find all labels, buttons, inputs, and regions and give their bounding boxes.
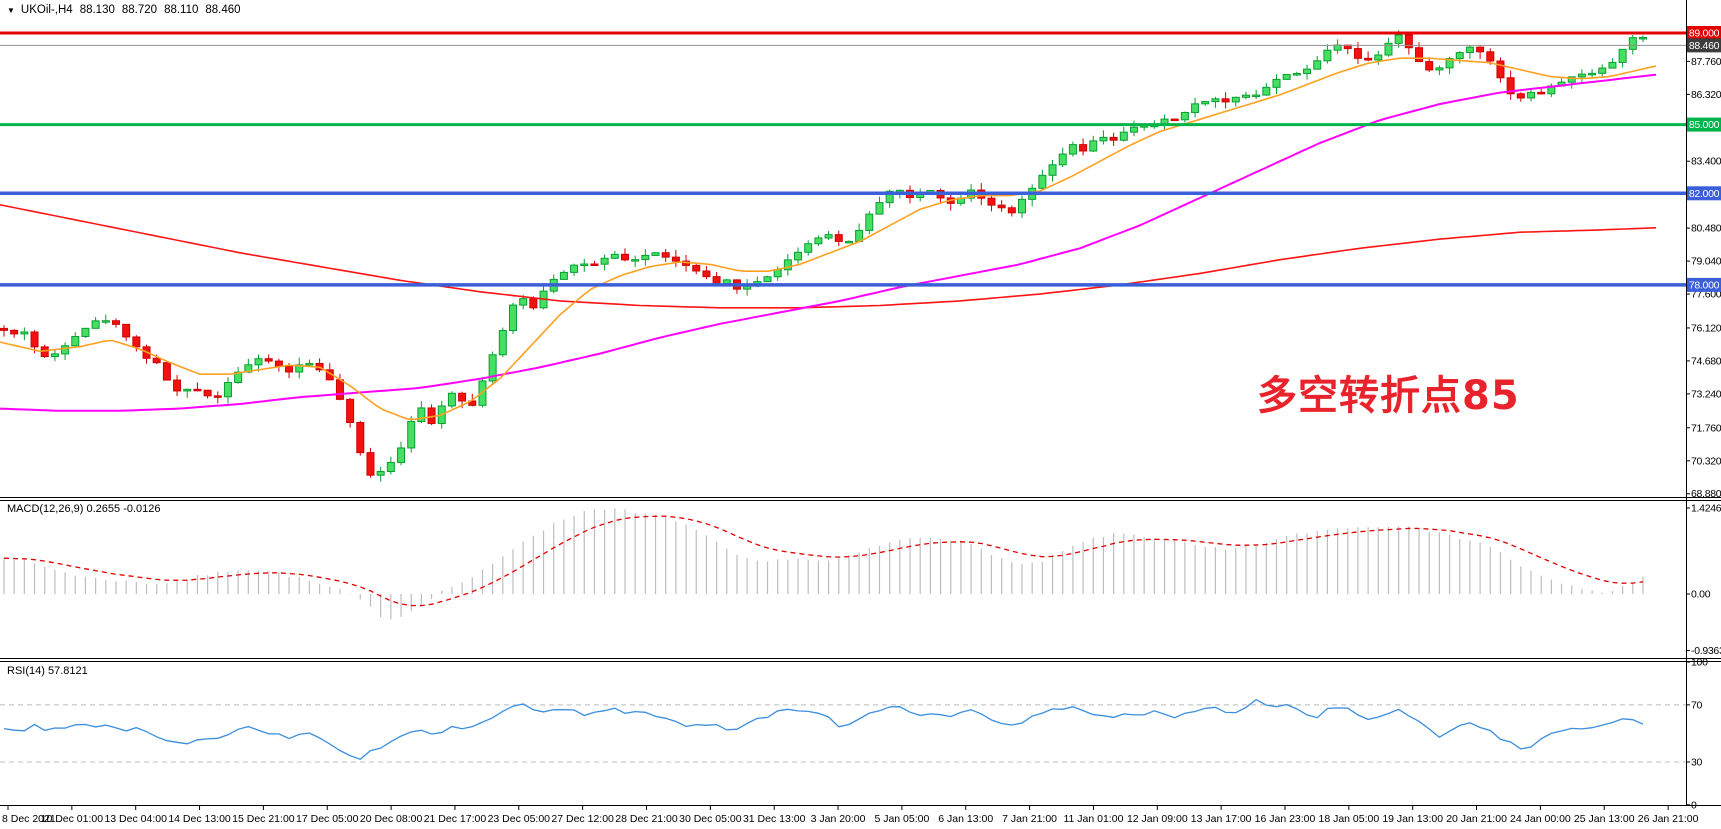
- ohlc-low: 88.110: [164, 4, 199, 16]
- ohlc-high: 88.720: [121, 4, 158, 16]
- rsi-name: RSI(14): [7, 665, 45, 677]
- time-tick-label: 12 Jan 09:00: [1127, 813, 1188, 825]
- time-tick-label: 20 Dec 08:00: [360, 813, 423, 825]
- time-tick-label: 25 Jan 13:00: [1574, 813, 1635, 825]
- macd-signal-line: [3, 515, 1644, 607]
- rsi-tick-label: 30: [1691, 756, 1703, 768]
- panel-frame: [0, 0, 1721, 806]
- price-axis[interactable]: 87.76086.32083.40080.48079.04077.60076.1…: [1686, 26, 1721, 811]
- rsi-tick-label: 70: [1691, 699, 1703, 711]
- price-badge-82.000: [1687, 186, 1721, 201]
- horizontal-lines-layer[interactable]: [0, 31, 1686, 287]
- price-tick-label: 79.040: [1691, 256, 1721, 268]
- time-tick-label: 30 Dec 05:00: [679, 813, 742, 825]
- macd-name: MACD(12,26,9): [7, 503, 84, 515]
- time-tick-label: 21 Dec 17:00: [424, 813, 487, 825]
- time-tick-label: 26 Jan 21:00: [1638, 813, 1699, 825]
- price-tick-label: 70.320: [1691, 455, 1721, 467]
- macd-tick-label: -0.9363: [1691, 645, 1721, 657]
- time-tick-label: 23 Dec 05:00: [488, 813, 551, 825]
- time-tick-label: 13 Dec 04:00: [104, 813, 167, 825]
- rsi-line: [3, 698, 1644, 761]
- macd-tick-label: 1.4246: [1691, 502, 1721, 514]
- annotation-text: 多空转折点85: [1257, 373, 1520, 419]
- price-tick-label: 68.880: [1691, 488, 1721, 500]
- price-tick-label: 71.760: [1691, 422, 1721, 434]
- time-tick-label: 10 Dec 01:00: [41, 813, 104, 825]
- price-badge-text: 88.460: [1689, 40, 1720, 52]
- price-badge-text: 89.000: [1689, 28, 1720, 40]
- price-tick-label: 80.480: [1691, 223, 1721, 235]
- rsi-tick-label: 100: [1691, 657, 1708, 669]
- time-tick-label: 28 Dec 21:00: [615, 813, 678, 825]
- price-tick-label: 87.760: [1691, 56, 1721, 68]
- time-tick-label: 7 Jan 21:00: [1002, 813, 1057, 825]
- rsi-value: 57.8121: [47, 665, 88, 677]
- time-tick-label: 31 Dec 13:00: [743, 813, 806, 825]
- price-badge-text: 82.000: [1689, 188, 1720, 200]
- ohlc-open: 88.130: [79, 4, 115, 16]
- time-tick-label: 14 Dec 13:00: [168, 813, 231, 825]
- price-badge-88.460: [1687, 38, 1721, 53]
- time-tick-label: 3 Jan 20:00: [811, 813, 866, 825]
- symbol-name: UKOil-,H4: [20, 4, 73, 16]
- time-tick-label: 27 Dec 12:00: [551, 813, 614, 825]
- time-tick-label: 20 Jan 21:00: [1446, 813, 1507, 825]
- time-tick-label: 15 Dec 21:00: [232, 813, 295, 825]
- macd-tick-label: 0.00: [1691, 589, 1711, 601]
- macd-value-signal: -0.0126: [123, 503, 161, 515]
- price-tick-label: 83.400: [1691, 156, 1721, 168]
- price-tick-label: 73.240: [1691, 388, 1721, 400]
- price-badge-text: 85.000: [1689, 119, 1720, 131]
- time-tick-label: 24 Jan 00:00: [1510, 813, 1571, 825]
- rsi-indicator-label: RSI(14) 57.8121: [7, 665, 88, 677]
- price-tick-label: 76.120: [1691, 322, 1721, 334]
- price-badge-78.000: [1687, 277, 1721, 292]
- time-tick-label: 19 Jan 13:00: [1382, 813, 1443, 825]
- ohlc-close: 88.460: [205, 4, 241, 16]
- chevron-down-icon[interactable]: ▼: [7, 5, 15, 15]
- time-tick-label: 5 Jan 05:00: [874, 813, 929, 825]
- time-tick-label: 13 Jan 17:00: [1191, 813, 1252, 825]
- price-tick-label: 74.680: [1691, 355, 1721, 367]
- rsi-tick-label: 0: [1691, 799, 1697, 811]
- price-tick-label: 86.320: [1691, 89, 1721, 101]
- macd-indicator-label: MACD(12,26,9) 0.2655 -0.0126: [7, 503, 161, 515]
- symbol-info-bar: ▼ UKOil-,H4 88.130 88.720 88.110 88.460: [7, 4, 244, 16]
- price-badge-89.000: [1687, 26, 1721, 40]
- time-tick-label: 17 Dec 05:00: [296, 813, 359, 825]
- time-tick-label: 16 Jan 23:00: [1255, 813, 1316, 825]
- price-badge-85.000: [1687, 117, 1721, 132]
- macd-panel-layer: [3, 508, 1644, 620]
- candles-layer: [0, 30, 1647, 482]
- price-badge-text: 78.000: [1689, 279, 1720, 291]
- time-tick-label: 6 Jan 13:00: [938, 813, 993, 825]
- time-tick-label: 11 Jan 01:00: [1063, 813, 1123, 825]
- moving-averages-layer: [0, 57, 1657, 421]
- rsi-panel-layer: [0, 698, 1686, 763]
- time-tick-label: 18 Jan 05:00: [1318, 813, 1379, 825]
- macd-value-main: 0.2655: [86, 503, 121, 515]
- time-tick-label: 8 Dec 2021: [2, 813, 56, 825]
